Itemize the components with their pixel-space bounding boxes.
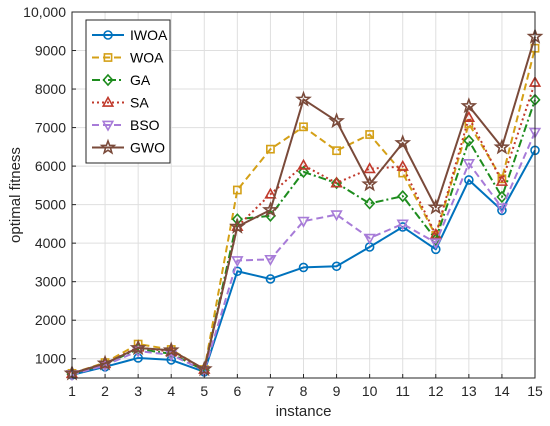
y-tick-label: 8000 xyxy=(35,81,66,97)
legend-label-gwo: GWO xyxy=(130,140,165,156)
series-layer xyxy=(63,27,544,382)
data-point-iwoa xyxy=(265,274,276,284)
data-point-gwo xyxy=(262,201,279,218)
data-point-bso xyxy=(231,256,244,268)
data-point-woa xyxy=(232,185,242,195)
x-tick-label: 12 xyxy=(428,383,444,399)
series-line-ga xyxy=(71,99,536,376)
data-point-gwo xyxy=(460,97,478,114)
y-tick-label: 2000 xyxy=(35,312,66,328)
y-tick-label: 3000 xyxy=(35,274,66,290)
data-point-woa xyxy=(365,130,375,139)
legend-marker-bso xyxy=(101,120,115,132)
data-point-bso xyxy=(363,233,376,245)
data-point-sa xyxy=(297,158,310,170)
data-point-ga xyxy=(364,197,376,210)
data-point-woa xyxy=(299,122,308,132)
x-tick-label: 10 xyxy=(362,383,378,399)
data-point-sa xyxy=(330,176,343,188)
series-line-iwoa xyxy=(71,149,536,376)
legend-label-ga: GA xyxy=(130,72,151,88)
data-point-ga xyxy=(231,213,243,226)
x-tick-label: 2 xyxy=(101,383,109,399)
legend-label-sa: SA xyxy=(130,95,149,111)
data-point-bso xyxy=(330,210,343,222)
data-point-bso xyxy=(462,159,476,171)
x-tick-label: 7 xyxy=(267,383,275,399)
data-point-gwo xyxy=(427,198,445,215)
data-point-ga xyxy=(397,189,409,203)
y-tick-label: 1000 xyxy=(35,351,66,367)
data-point-gwo xyxy=(361,175,379,192)
x-tick-label: 6 xyxy=(233,383,241,399)
legend-marker-ga xyxy=(102,73,114,87)
data-point-gwo xyxy=(195,360,213,377)
legend-marker-woa xyxy=(103,53,113,62)
series-gwo xyxy=(63,27,544,381)
legend-label-iwoa: IWOA xyxy=(130,27,168,43)
data-point-gwo xyxy=(129,339,147,356)
data-point-sa xyxy=(495,174,509,186)
data-point-iwoa xyxy=(331,261,342,272)
x-tick-label: 13 xyxy=(461,383,477,399)
data-point-ga xyxy=(463,134,475,147)
y-tick-label: 7000 xyxy=(35,120,66,136)
series-line-woa xyxy=(71,47,536,375)
x-axis-title: instance xyxy=(276,403,332,420)
data-point-gwo xyxy=(394,134,412,151)
x-tick-label: 5 xyxy=(200,383,208,399)
legend-box xyxy=(85,19,171,164)
legend: IWOA WOA GA SA BSO GWO xyxy=(85,19,171,164)
data-point-ga xyxy=(496,190,508,204)
y-tick-label: 9000 xyxy=(35,43,66,59)
y-axis-ticks: 1000 2000 3000 4000 5000 6000 7000 8000 9000 10,0… xyxy=(23,4,76,367)
data-point-ga xyxy=(297,165,310,179)
x-axis-ticks: 1 2 3 4 5 6 7 8 9 10 11 12 13 14 15 xyxy=(68,374,543,399)
data-point-iwoa xyxy=(298,262,309,273)
data-point-gwo xyxy=(493,138,511,155)
data-point-gwo xyxy=(295,90,312,107)
x-tick-label: 3 xyxy=(134,383,142,399)
data-point-bso xyxy=(297,216,310,228)
legend-marker-gwo xyxy=(99,138,117,155)
y-axis-title: optimal fitness xyxy=(7,147,24,243)
data-point-gwo xyxy=(328,112,345,129)
series-line-gwo xyxy=(71,36,536,375)
x-tick-label: 15 xyxy=(527,383,543,399)
series-line-bso xyxy=(71,131,536,376)
data-point-bso xyxy=(495,203,509,215)
x-tick-label: 9 xyxy=(333,383,341,399)
data-point-gwo xyxy=(228,217,246,234)
legend-marker-sa xyxy=(101,95,115,107)
data-point-iwoa xyxy=(464,175,474,185)
x-tick-label: 1 xyxy=(68,383,76,399)
data-point-sa xyxy=(462,110,476,122)
data-point-woa xyxy=(266,144,275,154)
data-point-gwo xyxy=(162,341,180,358)
x-tick-label: 11 xyxy=(395,383,410,399)
y-tick-label: 6000 xyxy=(35,158,66,174)
data-point-bso xyxy=(429,238,442,250)
y-tick-label: 5000 xyxy=(35,197,66,213)
data-point-sa xyxy=(363,162,376,174)
data-point-sa xyxy=(264,187,277,199)
legend-label-woa: WOA xyxy=(130,50,164,66)
data-point-woa xyxy=(332,146,341,156)
data-point-bso xyxy=(396,219,409,231)
y-tick-label: 10,000 xyxy=(23,4,66,20)
data-point-sa xyxy=(396,159,409,171)
x-tick-label: 4 xyxy=(167,383,175,399)
legend-marker-iwoa xyxy=(103,30,113,40)
legend-label-bso: BSO xyxy=(130,117,160,133)
data-point-sa xyxy=(429,228,442,240)
x-tick-label: 14 xyxy=(494,383,510,399)
y-tick-label: 4000 xyxy=(35,235,66,251)
data-point-gwo xyxy=(96,354,114,371)
data-point-bso xyxy=(264,254,277,266)
x-tick-label: 8 xyxy=(300,383,308,399)
